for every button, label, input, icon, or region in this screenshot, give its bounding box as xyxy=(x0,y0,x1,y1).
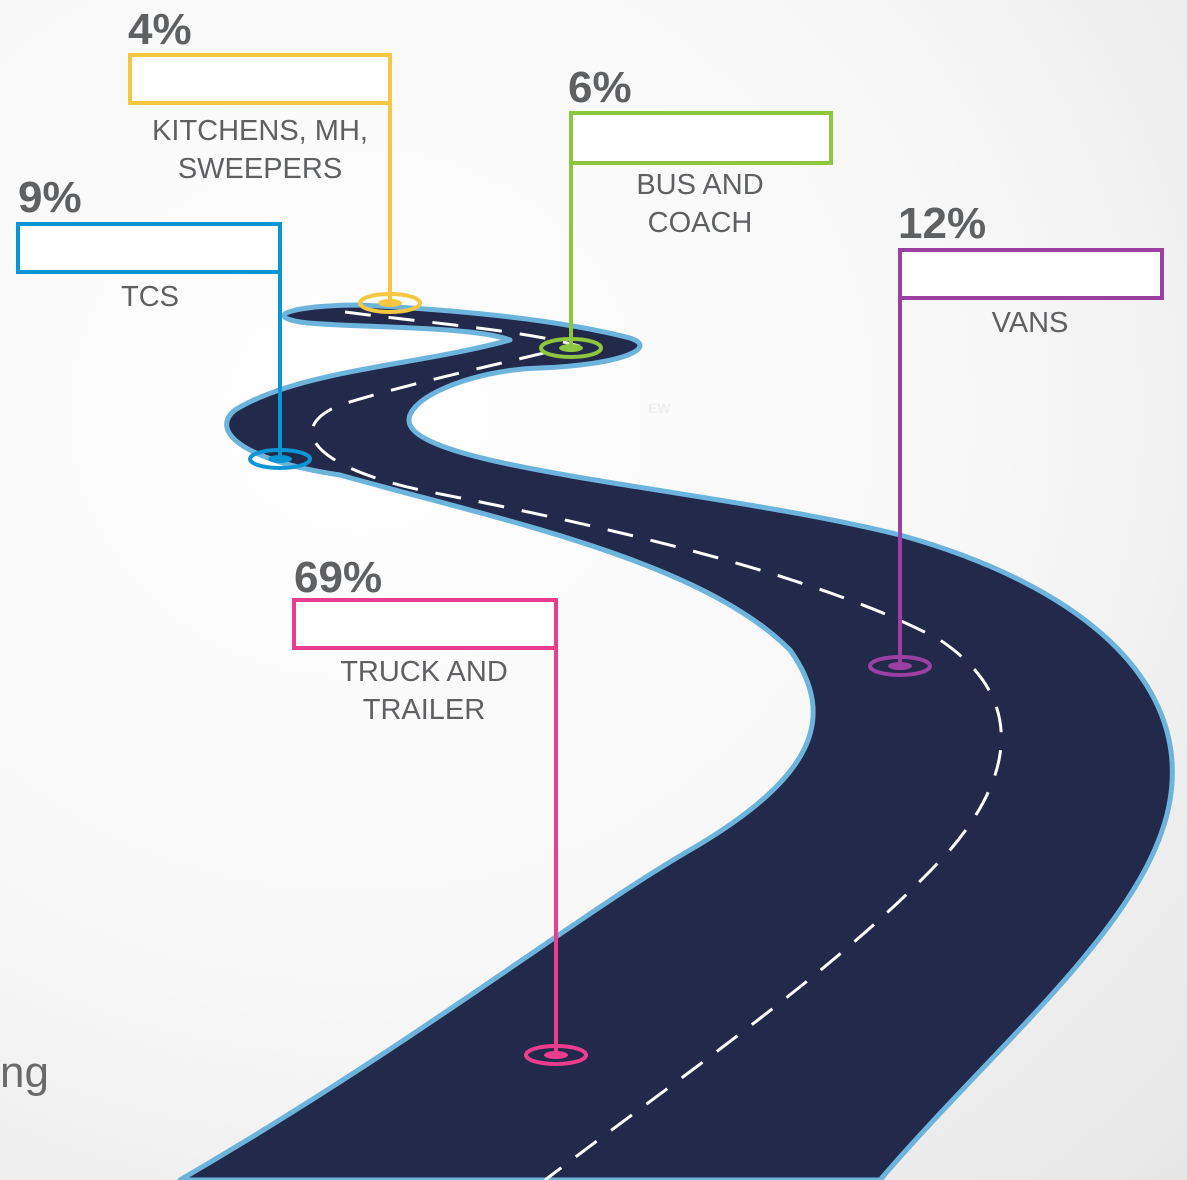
flag-tcs xyxy=(16,222,312,470)
percent-bus: 6% xyxy=(568,63,632,112)
percent-tcs: 9% xyxy=(18,173,82,222)
flag-box-truck xyxy=(292,598,558,650)
label-bus: BUS AND COACH xyxy=(636,169,764,239)
label-tcs: TCS xyxy=(121,281,179,313)
road-centerline xyxy=(310,310,1003,1180)
pin-ring-vans xyxy=(868,655,932,677)
flag-kitchens xyxy=(128,53,422,314)
flag-box-tcs xyxy=(16,222,282,274)
flag-box-bus xyxy=(569,111,833,165)
percent-kitchens: 4% xyxy=(128,5,192,54)
percent-truck: 69% xyxy=(294,553,383,602)
percent-vans: 12% xyxy=(898,199,987,248)
partial-side-text: ng xyxy=(0,1048,49,1097)
flag-vans xyxy=(868,248,1164,677)
pin-dot-tcs xyxy=(268,455,292,463)
label-vans: VANS xyxy=(991,307,1069,339)
pin-dot-vans xyxy=(888,662,912,670)
watermark-text: EW xyxy=(648,400,671,416)
pin-ring-kitchens xyxy=(358,292,422,314)
road-body xyxy=(177,302,1175,1180)
flag-bus xyxy=(539,111,833,359)
label-kitchens: KITCHENS, MH, SWEEPERS xyxy=(152,115,368,185)
pin-dot-truck xyxy=(544,1051,568,1059)
flag-box-vans xyxy=(898,248,1164,300)
pin-dot-kitchens xyxy=(378,299,402,307)
pin-ring-truck xyxy=(524,1044,588,1066)
label-truck: TRUCK AND TRAILER xyxy=(340,656,508,726)
pin-ring-bus xyxy=(539,337,603,359)
flag-box-kitchens xyxy=(128,53,392,105)
pin-ring-tcs xyxy=(248,448,312,470)
pin-dot-bus xyxy=(559,344,583,352)
flag-truck xyxy=(292,598,588,1066)
